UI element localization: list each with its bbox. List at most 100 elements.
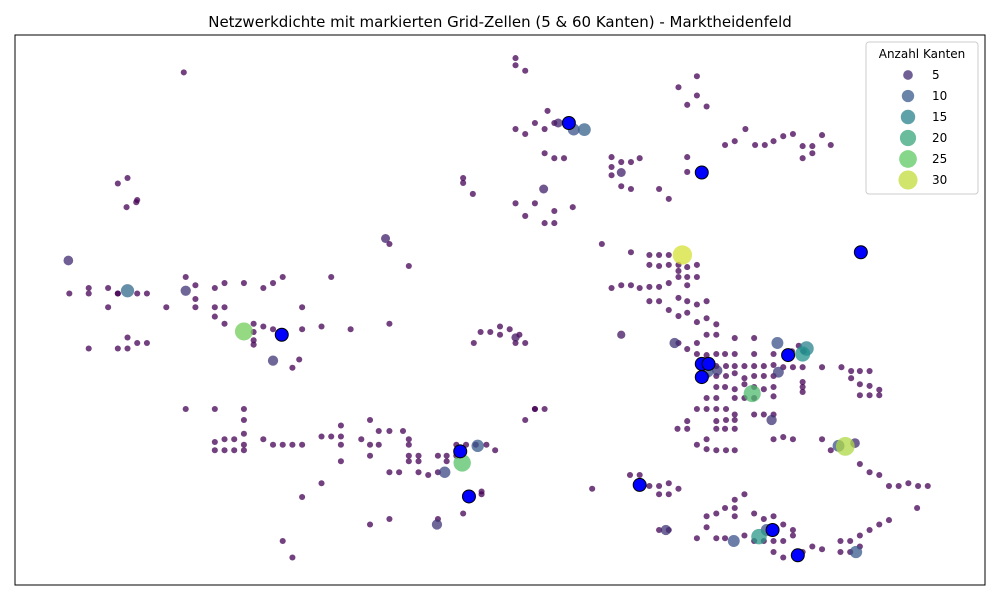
grid-cell-point: [713, 331, 720, 338]
grid-cell-point: [405, 441, 412, 448]
grid-cell-point: [487, 328, 494, 336]
grid-cell-point: [646, 482, 653, 490]
grid-cell-point: [731, 504, 738, 512]
grid-cell-point: [789, 130, 796, 138]
grid-cell-point: [399, 427, 407, 435]
grid-cell-point: [693, 405, 700, 413]
grid-cell-point: [386, 427, 393, 435]
grid-cell-point: [627, 185, 634, 193]
grid-cell-point: [713, 425, 720, 432]
grid-cell-point: [848, 375, 855, 382]
grid-cell-point: [646, 298, 653, 305]
grid-cell-point: [799, 379, 806, 386]
grid-cell-point: [192, 304, 199, 311]
grid-cell-point: [299, 326, 306, 333]
grid-cell-point: [618, 159, 625, 166]
grid-cell-point: [731, 370, 738, 377]
grid-cell-point: [665, 491, 672, 498]
grid-cell-point: [511, 333, 520, 342]
grid-cell-point: [741, 491, 748, 498]
grid-cell-point: [469, 190, 476, 197]
grid-cell-point: [838, 364, 845, 371]
grid-cell-point: [289, 554, 296, 561]
grid-cell-point: [713, 418, 720, 425]
grid-cell-point: [541, 220, 548, 227]
grid-cell-point: [163, 304, 170, 311]
grid-cell-point: [809, 543, 816, 550]
grid-cell-point: [506, 326, 513, 333]
grid-cell-point: [770, 138, 777, 145]
grid-cell-point: [182, 405, 189, 413]
grid-cell-point: [818, 546, 826, 553]
legend-marker: [900, 109, 916, 125]
grid-cell-point: [770, 361, 777, 369]
grid-cell-point: [713, 510, 720, 517]
grid-cell-point: [569, 204, 576, 211]
grid-cell-point: [512, 200, 519, 207]
grid-cell-point: [522, 212, 529, 219]
grid-cell-point: [721, 350, 729, 358]
grid-cell-point: [703, 405, 710, 413]
grid-cell-point: [375, 427, 382, 435]
grid-cell-point: [770, 383, 777, 391]
grid-cell-point: [665, 251, 672, 259]
grid-cell-point: [405, 436, 412, 443]
grid-cell-point: [250, 337, 257, 344]
grid-cell-point: [522, 130, 529, 138]
grid-cell-point: [703, 446, 710, 453]
grid-cell-point: [366, 452, 374, 459]
grid-cell-point: [731, 513, 738, 520]
grid-cell-point: [211, 313, 218, 320]
grid-cell-point: [366, 416, 374, 424]
grid-cell-point: [124, 174, 131, 182]
grid-cell-point: [279, 441, 286, 448]
grid-cell-point: [405, 458, 412, 465]
grid-cell-point: [299, 441, 306, 448]
grid-cell-point: [66, 290, 73, 297]
grid-cell-point: [818, 132, 826, 139]
grid-cell-point: [337, 441, 344, 448]
grid-cell-point: [731, 425, 738, 432]
grid-cell-point: [434, 452, 441, 459]
grid-cell-point: [231, 436, 238, 443]
grid-cell-point: [512, 339, 519, 347]
grid-cell-point: [684, 101, 691, 108]
grid-cell-point: [799, 155, 806, 162]
grid-cell-point: [703, 394, 710, 402]
grid-cell-point: [85, 345, 92, 352]
grid-cell-point: [656, 298, 663, 305]
grid-cell-point: [221, 304, 228, 311]
grid-cell-point: [684, 309, 691, 316]
grid-cell-point: [665, 280, 672, 287]
grid-cell-point: [751, 411, 758, 418]
grid-cell-point: [328, 433, 335, 440]
legend-marker: [903, 70, 913, 80]
grid-cell-point: [471, 439, 484, 453]
grid-cell-point: [618, 183, 625, 190]
grid-cell-point: [731, 496, 738, 503]
grid-cell-point: [636, 155, 643, 162]
grid-cell-point: [847, 537, 854, 545]
grid-cell-point: [656, 262, 663, 270]
grid-cell-point: [358, 436, 365, 443]
grid-cell-point: [192, 282, 199, 289]
grid-cell-point: [231, 447, 238, 454]
grid-cell-point: [192, 295, 199, 303]
grid-cell-point: [713, 405, 720, 413]
grid-cell-point: [134, 339, 141, 347]
grid-cell-point: [770, 537, 777, 545]
grid-cell-point: [539, 184, 549, 194]
grid-cell-point: [741, 375, 748, 382]
highlighted-cell-point: [781, 348, 796, 363]
grid-cell-point: [795, 346, 811, 362]
grid-cell-point: [693, 261, 700, 268]
grid-cell-point: [731, 447, 738, 454]
grid-cell-point: [751, 363, 758, 370]
grid-cell-point: [876, 521, 883, 528]
grid-cell-point: [731, 350, 738, 358]
grid-cell-point: [608, 163, 615, 171]
grid-cell-point: [751, 528, 767, 545]
grid-cell-point: [211, 438, 218, 446]
grid-cell-point: [780, 537, 787, 545]
grid-cell-point: [770, 436, 777, 443]
